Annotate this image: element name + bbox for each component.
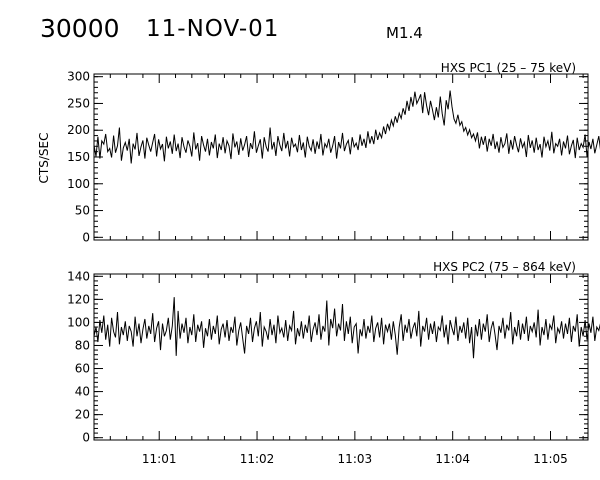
y-tick-label: 80 <box>75 338 90 352</box>
y-tick-label: 0 <box>82 431 90 445</box>
y-tick-label: 250 <box>67 96 90 110</box>
flare-class: M1.4 <box>386 24 423 42</box>
y-tick-label: 60 <box>75 362 90 376</box>
y-tick-label: 150 <box>67 150 90 164</box>
y-tick-label: 20 <box>75 408 90 422</box>
y-tick-label: 100 <box>67 177 90 191</box>
x-tick-label: 11:03 <box>338 452 373 466</box>
y-tick-label: 0 <box>82 230 90 244</box>
y-tick-label: 200 <box>67 123 90 137</box>
y-tick-label: 300 <box>67 70 90 84</box>
pc1-panel-title: HXS PC1 (25 – 75 keV) <box>441 61 576 75</box>
x-tick-label: 11:04 <box>435 452 470 466</box>
pc2-panel-title: HXS PC2 (75 – 864 keV) <box>433 260 576 274</box>
y-tick-label: 100 <box>67 315 90 329</box>
pc1-count-rate-line <box>93 90 600 164</box>
y-tick-label: 120 <box>67 292 90 306</box>
pc2-count-rate-line <box>93 297 600 359</box>
plot-frame <box>93 273 589 441</box>
pc1-panel: HXS PC1 (25 – 75 keV) CTS/SEC 0 50 100 150 2… <box>37 61 600 244</box>
x-tick-label: 11:02 <box>240 452 275 466</box>
y-tick-label: 50 <box>75 204 90 218</box>
y-tick-label: 140 <box>67 269 90 283</box>
x-tick-label: 11:01 <box>142 452 177 466</box>
y-tick-label: 40 <box>75 385 90 399</box>
event-id: 30000 <box>40 14 120 43</box>
observation-date: 11-NOV-01 <box>146 16 280 42</box>
pc2-panel: HXS PC2 (75 – 864 keV) 0 20 40 60 80 100 120 14… <box>67 260 600 466</box>
plot-frame <box>93 73 589 241</box>
pc1-y-axis-label: CTS/SEC <box>37 133 51 184</box>
x-tick-label: 11:05 <box>533 452 568 466</box>
